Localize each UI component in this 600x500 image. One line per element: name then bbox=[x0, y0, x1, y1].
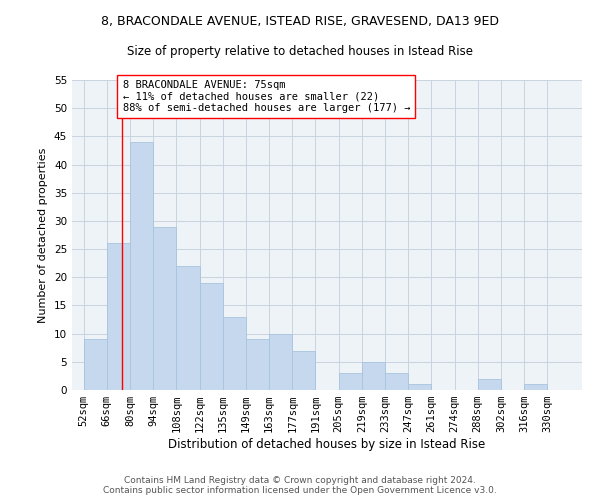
Text: Contains HM Land Registry data © Crown copyright and database right 2024.
Contai: Contains HM Land Registry data © Crown c… bbox=[103, 476, 497, 495]
Bar bbox=[199, 283, 223, 390]
Text: Size of property relative to detached houses in Istead Rise: Size of property relative to detached ho… bbox=[127, 45, 473, 58]
Text: 8 BRACONDALE AVENUE: 75sqm
← 11% of detached houses are smaller (22)
88% of semi: 8 BRACONDALE AVENUE: 75sqm ← 11% of deta… bbox=[122, 80, 410, 113]
Bar bbox=[246, 340, 269, 390]
Bar bbox=[408, 384, 431, 390]
Y-axis label: Number of detached properties: Number of detached properties bbox=[38, 148, 49, 322]
Bar bbox=[362, 362, 385, 390]
Bar bbox=[338, 373, 362, 390]
Bar bbox=[107, 244, 130, 390]
X-axis label: Distribution of detached houses by size in Istead Rise: Distribution of detached houses by size … bbox=[169, 438, 485, 451]
Text: 8, BRACONDALE AVENUE, ISTEAD RISE, GRAVESEND, DA13 9ED: 8, BRACONDALE AVENUE, ISTEAD RISE, GRAVE… bbox=[101, 15, 499, 28]
Bar bbox=[153, 226, 176, 390]
Bar bbox=[292, 350, 316, 390]
Bar bbox=[176, 266, 199, 390]
Bar bbox=[385, 373, 408, 390]
Bar bbox=[269, 334, 292, 390]
Bar bbox=[223, 316, 246, 390]
Bar bbox=[478, 378, 501, 390]
Bar bbox=[524, 384, 547, 390]
Bar bbox=[130, 142, 153, 390]
Bar bbox=[83, 340, 107, 390]
